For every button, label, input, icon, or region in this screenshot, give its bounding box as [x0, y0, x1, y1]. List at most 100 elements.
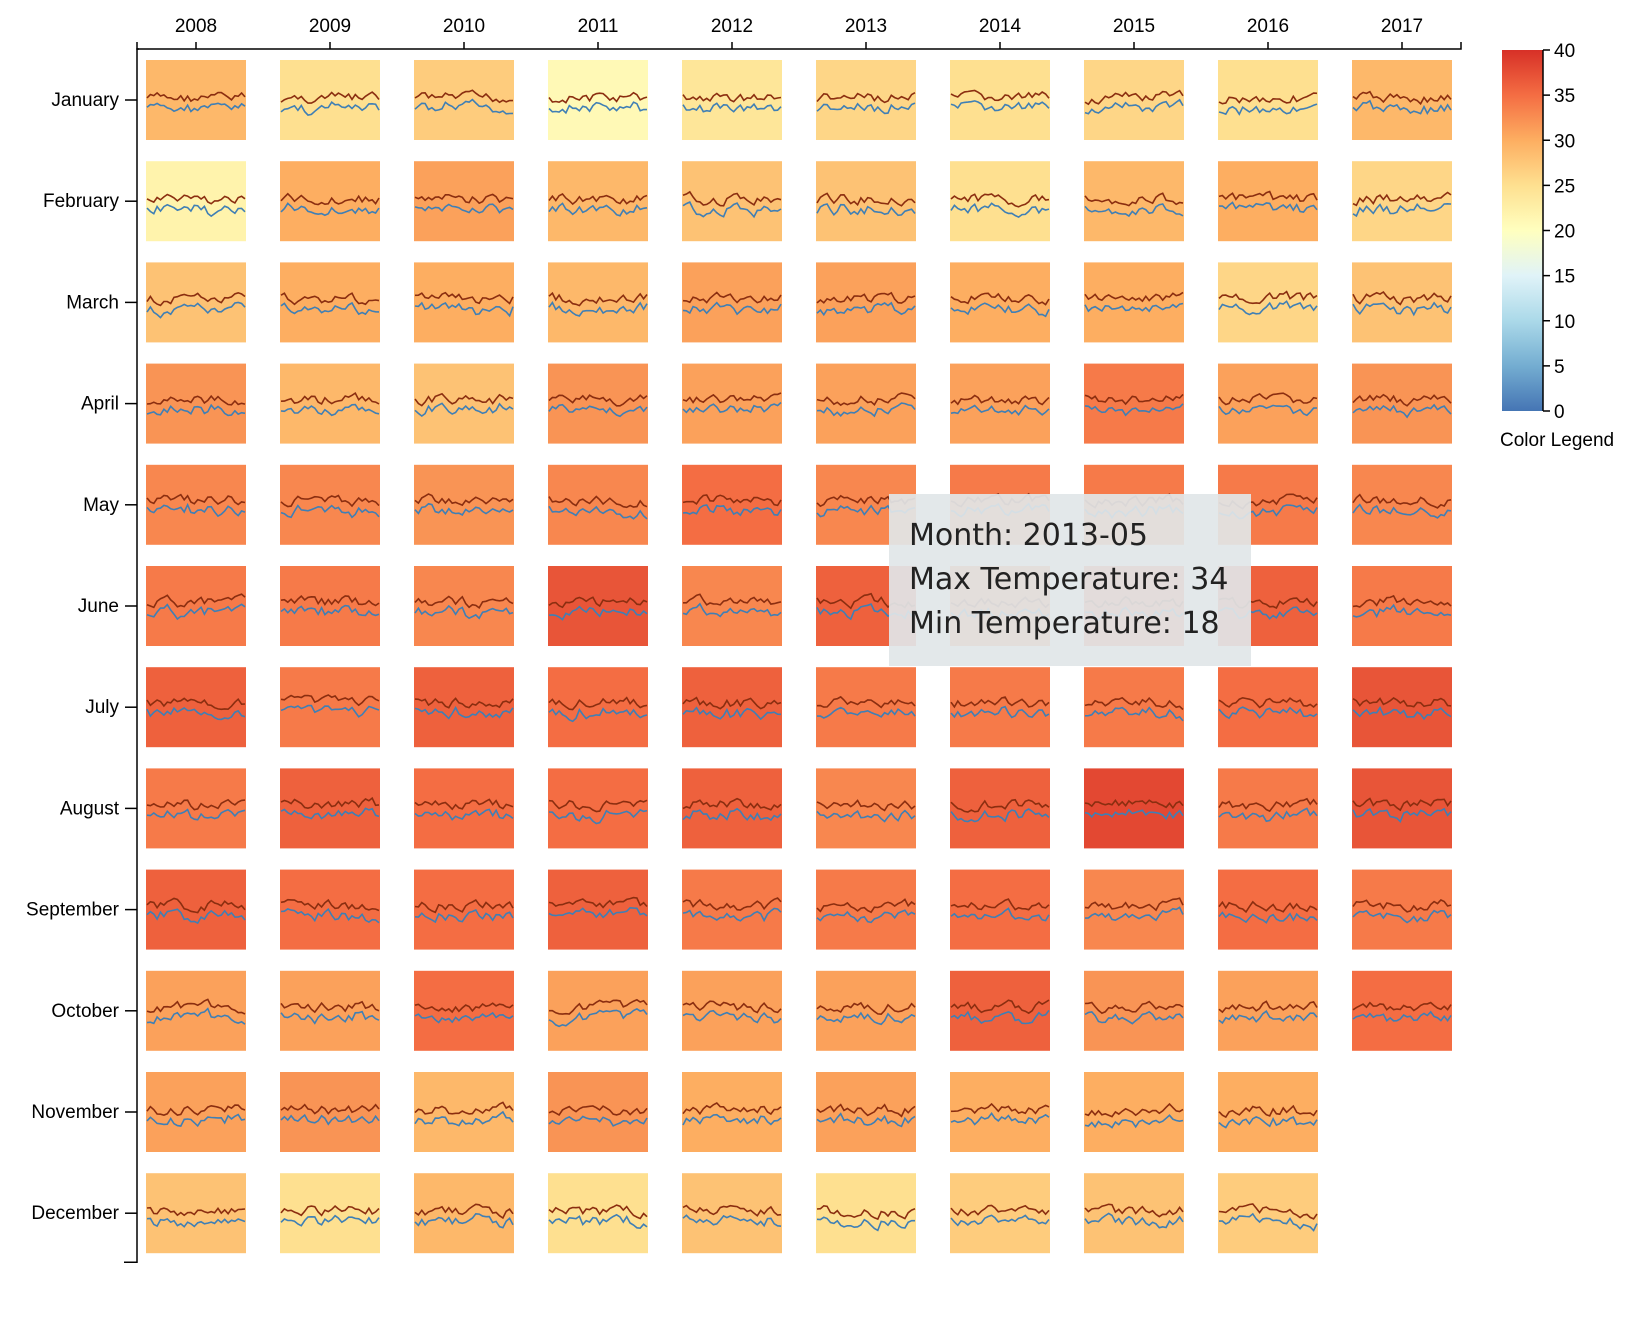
sparkline-max: [682, 291, 782, 304]
heatmap-cell[interactable]: [682, 464, 782, 545]
heatmap-cell[interactable]: [146, 869, 246, 950]
heatmap-cell[interactable]: [414, 60, 514, 140]
heatmap-cell[interactable]: [682, 869, 782, 950]
heatmap-cell[interactable]: [816, 667, 916, 748]
sparkline-max: [1218, 900, 1318, 914]
sparkline-max: [950, 394, 1050, 406]
heatmap-cell[interactable]: [414, 363, 514, 444]
heatmap-cell[interactable]: [1218, 667, 1318, 748]
x-tick-label: 2014: [979, 16, 1022, 37]
heatmap-cell[interactable]: [1218, 1173, 1318, 1254]
heatmap-cell[interactable]: [1084, 1173, 1184, 1254]
sparkline-min: [950, 1214, 1050, 1227]
heatmap-cell[interactable]: [1352, 60, 1452, 140]
heatmap-cell[interactable]: [682, 1173, 782, 1254]
heatmap-cell[interactable]: [950, 869, 1050, 950]
heatmap-cell[interactable]: [414, 768, 514, 849]
sparkline-min: [1352, 403, 1452, 419]
sparkline-min: [548, 403, 648, 418]
x-tick-label: 2016: [1247, 16, 1289, 37]
sparkline-max: [280, 796, 380, 810]
sparkline-max: [683, 593, 782, 606]
heatmap-cell[interactable]: [146, 768, 246, 849]
heatmap-cell[interactable]: [146, 262, 246, 343]
heatmap-cell[interactable]: [950, 768, 1050, 849]
heatmap-cell[interactable]: [1084, 768, 1184, 849]
sparkline-min: [414, 203, 514, 214]
heatmap-cell[interactable]: [1352, 161, 1452, 242]
sparkline-max: [1352, 191, 1452, 207]
sparkline-min: [548, 505, 648, 520]
heatmap-cell[interactable]: [548, 464, 648, 545]
heatmap-cell[interactable]: [1084, 1072, 1184, 1152]
heatmap-cell[interactable]: [950, 161, 1050, 242]
heatmap-cell[interactable]: [548, 1072, 648, 1152]
heatmap-cell[interactable]: [146, 464, 246, 545]
heatmap-cell[interactable]: [548, 363, 648, 444]
sparkline-max: [950, 1102, 1050, 1115]
heatmap-cell[interactable]: [146, 161, 246, 242]
tooltip: Month: 2013-05 Max Temperature: 34 Min T…: [889, 494, 1251, 666]
heatmap-cell[interactable]: [280, 768, 380, 849]
heatmap-cell[interactable]: [1352, 970, 1452, 1051]
heatmap-cell[interactable]: [146, 363, 246, 444]
sparkline-min: [682, 602, 782, 618]
heatmap-cell[interactable]: [1084, 262, 1184, 343]
x-tick-label: 2017: [1381, 16, 1423, 37]
heatmap-cell[interactable]: [280, 970, 380, 1051]
heatmap-cell[interactable]: [682, 363, 782, 444]
heatmap-cell[interactable]: [280, 464, 380, 545]
heatmap-cell[interactable]: [816, 60, 916, 140]
heatmap-cell[interactable]: [280, 363, 380, 444]
heatmap-cell[interactable]: [146, 970, 246, 1051]
heatmap-cell[interactable]: [548, 1173, 648, 1254]
heatmap-cell[interactable]: [548, 667, 648, 748]
heatmap-cell[interactable]: [414, 464, 514, 545]
heatmap-cell[interactable]: [1352, 566, 1452, 646]
heatmap-cell[interactable]: [1218, 60, 1318, 140]
heatmap-cell[interactable]: [280, 60, 380, 140]
heatmap-cell[interactable]: [414, 566, 514, 646]
heatmap-cell[interactable]: [548, 566, 648, 646]
heatmap-cell[interactable]: [280, 869, 380, 950]
heatmap-cell[interactable]: [682, 262, 782, 343]
heatmap-cell[interactable]: [1352, 667, 1452, 748]
heatmap-cell[interactable]: [548, 869, 648, 950]
sparkline-max: [414, 697, 514, 709]
heatmap-cell[interactable]: [816, 768, 916, 849]
heatmap-cell[interactable]: [414, 667, 514, 748]
heatmap-cell[interactable]: [548, 60, 648, 140]
heatmap-cell[interactable]: [414, 970, 514, 1051]
heatmap-cell[interactable]: [1084, 60, 1184, 140]
heatmap-cell[interactable]: [548, 970, 648, 1051]
y-tick-label: May: [83, 495, 119, 516]
heatmap-cell[interactable]: [950, 363, 1050, 444]
heatmap-cell[interactable]: [950, 970, 1050, 1051]
heatmap-cell[interactable]: [1218, 768, 1318, 849]
heatmap-cell[interactable]: [280, 566, 380, 646]
heatmap-cell[interactable]: [548, 768, 648, 849]
heatmap-cell[interactable]: [950, 1173, 1050, 1254]
heatmap-cell[interactable]: [414, 161, 514, 242]
heatmap-cell[interactable]: [1218, 1072, 1318, 1152]
heatmap-cell[interactable]: [1084, 363, 1184, 444]
heatmap-cell[interactable]: [682, 667, 782, 748]
heatmap-cell[interactable]: [1352, 869, 1452, 950]
heatmap-cell[interactable]: [1218, 970, 1318, 1051]
heatmap-cell[interactable]: [146, 566, 246, 646]
heatmap-cell[interactable]: [1218, 363, 1318, 444]
heatmap-cell[interactable]: [1084, 667, 1184, 748]
heatmap-cell[interactable]: [682, 970, 782, 1051]
heatmap-cell[interactable]: [1084, 869, 1184, 950]
heatmap-cell[interactable]: [414, 262, 514, 343]
heatmap-cell[interactable]: [146, 1072, 246, 1152]
heatmap-cell[interactable]: [1084, 970, 1184, 1051]
heatmap-cell[interactable]: [1352, 464, 1452, 545]
heatmap-cell[interactable]: [1218, 262, 1318, 343]
heatmap-cell[interactable]: [1352, 363, 1452, 444]
heatmap-cell[interactable]: [950, 667, 1050, 748]
y-tick-label: June: [78, 596, 119, 617]
sparkline-max: [816, 1103, 916, 1118]
sparkline-max: [548, 799, 648, 813]
heatmap-cell[interactable]: [816, 1072, 916, 1152]
